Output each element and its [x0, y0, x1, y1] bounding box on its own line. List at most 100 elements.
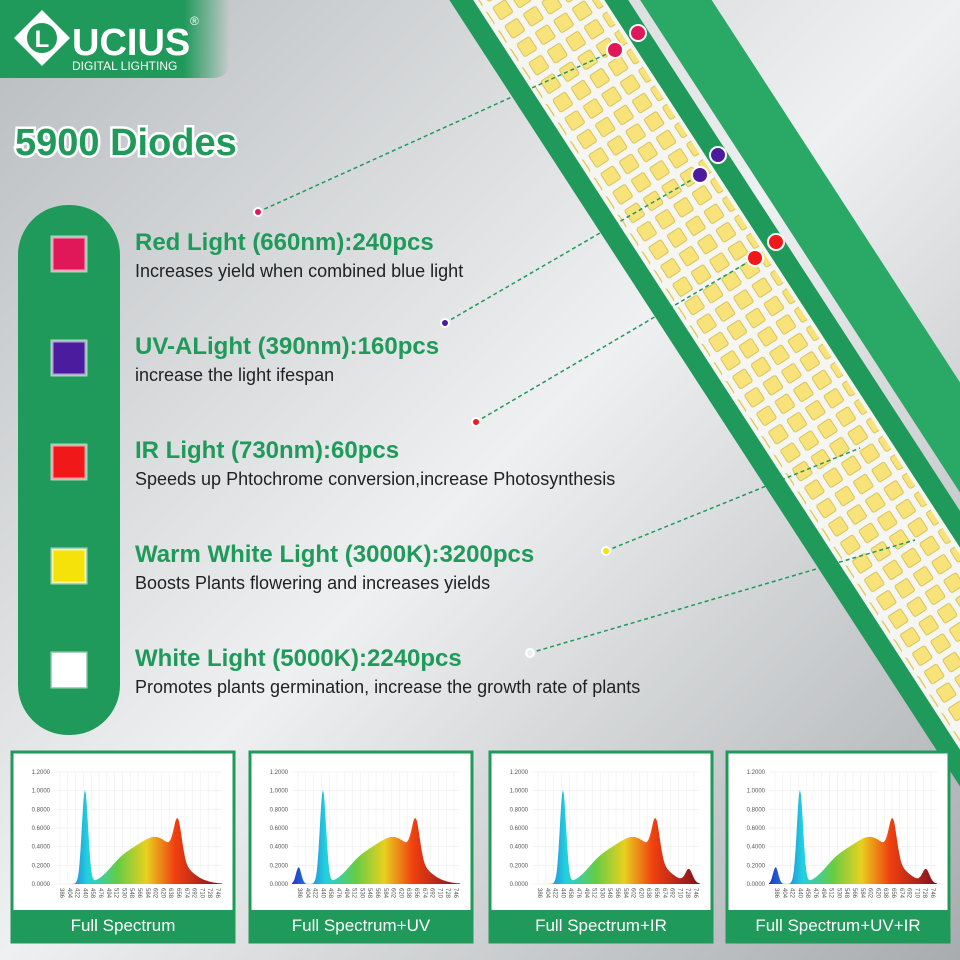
- swatch: [50, 651, 88, 689]
- x-tick-label: 476: [335, 888, 341, 899]
- x-tick-label: 440: [559, 888, 565, 899]
- y-tick-label: 1.0000: [510, 789, 529, 795]
- x-tick-label: 530: [598, 888, 604, 899]
- x-tick-label: 746: [692, 888, 698, 899]
- y-tick-label: 0.4000: [510, 845, 529, 851]
- logo-registered: ®: [190, 14, 199, 28]
- x-tick-label: 530: [835, 888, 841, 899]
- x-tick-label: 620: [159, 888, 165, 899]
- x-tick-label: 710: [913, 888, 919, 899]
- light-bar: [428, 0, 960, 932]
- x-tick-label: 728: [206, 888, 212, 899]
- feature-heading: White Light (5000K):2240pcs: [135, 645, 462, 672]
- spectrum-curve: [532, 790, 700, 884]
- pointers: [257, 47, 916, 654]
- x-tick-label: 602: [630, 888, 636, 899]
- x-tick-label: 674: [898, 888, 904, 899]
- x-tick-label: 584: [859, 888, 865, 899]
- x-tick-label: 746: [452, 888, 458, 899]
- x-tick-label: 404: [66, 888, 72, 899]
- x-tick-label: 566: [614, 888, 620, 899]
- feature-heading: Warm White Light (3000K):3200pcs: [135, 541, 534, 568]
- panel-label: Full Spectrum: [71, 916, 176, 935]
- x-tick-label: 584: [622, 888, 628, 899]
- x-tick-label: 530: [358, 888, 364, 899]
- y-tick-label: 0.2000: [32, 863, 51, 869]
- x-tick-label: 584: [144, 888, 150, 899]
- x-tick-label: 458: [327, 888, 333, 899]
- x-tick-label: 728: [684, 888, 690, 899]
- y-tick-label: 1.0000: [32, 789, 51, 795]
- y-tick-label: 1.2000: [747, 770, 766, 776]
- x-tick-label: 692: [191, 888, 197, 899]
- logo-tagline: DIGITAL LIGHTING: [72, 59, 177, 73]
- x-tick-label: 566: [136, 888, 142, 899]
- swatch: [50, 235, 88, 273]
- y-tick-label: 0.6000: [510, 826, 529, 832]
- feature-description: increase the light ifespan: [135, 365, 334, 385]
- x-tick-label: 566: [374, 888, 380, 899]
- panel-label-bg: [250, 910, 472, 942]
- x-tick-label: 584: [382, 888, 388, 899]
- x-tick-label: 458: [567, 888, 573, 899]
- x-tick-label: 602: [867, 888, 873, 899]
- y-tick-label: 0.8000: [32, 807, 51, 813]
- y-tick-label: 0.0000: [32, 882, 51, 888]
- bar-leds: [448, 0, 960, 919]
- x-tick-label: 476: [575, 888, 581, 899]
- x-tick-label: 656: [175, 888, 181, 899]
- x-tick-label: 386: [536, 888, 542, 899]
- x-tick-label: 674: [421, 888, 427, 899]
- x-tick-label: 440: [319, 888, 325, 899]
- bar-rail: [562, 0, 960, 845]
- x-tick-label: 710: [676, 888, 682, 899]
- y-tick-label: 0.8000: [747, 807, 766, 813]
- y-tick-label: 0.6000: [270, 826, 289, 832]
- x-tick-label: 422: [789, 888, 795, 899]
- logo-letter: L: [35, 26, 50, 53]
- pointer-dots: [253, 24, 785, 658]
- panel-label: Full Spectrum+UV: [292, 916, 431, 935]
- x-tick-label: 548: [366, 888, 372, 899]
- x-tick-label: 494: [583, 888, 589, 899]
- x-tick-label: 548: [606, 888, 612, 899]
- x-tick-label: 728: [921, 888, 927, 899]
- y-tick-label: 0.2000: [270, 863, 289, 869]
- panel-label-bg: [490, 910, 712, 942]
- x-tick-label: 548: [843, 888, 849, 899]
- x-tick-label: 422: [552, 888, 558, 899]
- x-tick-label: 674: [661, 888, 667, 899]
- x-tick-label: 566: [851, 888, 857, 899]
- logo-name: UCIUS: [72, 22, 190, 64]
- feature-description: Increases yield when combined blue light: [135, 261, 463, 281]
- x-tick-label: 548: [128, 888, 134, 899]
- y-tick-label: 0.0000: [747, 882, 766, 888]
- x-tick-label: 530: [120, 888, 126, 899]
- x-tick-label: 512: [591, 888, 597, 899]
- x-tick-label: 512: [351, 888, 357, 899]
- y-tick-label: 1.2000: [32, 770, 51, 776]
- x-tick-label: 674: [183, 888, 189, 899]
- swatch: [50, 547, 88, 585]
- feature-heading: UV-ALight (390nm):160pcs: [135, 333, 439, 360]
- x-tick-label: 656: [890, 888, 896, 899]
- x-tick-label: 404: [544, 888, 550, 899]
- x-tick-label: 620: [874, 888, 880, 899]
- panel-label: Full Spectrum+IR: [535, 916, 667, 935]
- swatch: [50, 339, 88, 377]
- x-tick-label: 746: [929, 888, 935, 899]
- x-tick-label: 692: [669, 888, 675, 899]
- x-tick-label: 638: [405, 888, 411, 899]
- x-tick-label: 458: [804, 888, 810, 899]
- spectrum-curve: [54, 790, 222, 884]
- feature-list: Red Light (660nm):240pcs Increases yield …: [50, 229, 640, 697]
- x-tick-label: 710: [436, 888, 442, 899]
- x-tick-label: 512: [113, 888, 119, 899]
- x-tick-label: 512: [828, 888, 834, 899]
- y-tick-label: 0.8000: [270, 807, 289, 813]
- x-tick-label: 440: [81, 888, 87, 899]
- feature-description: Promotes plants germination, increase th…: [135, 677, 640, 697]
- feature-description: Boosts Plants flowering and increases yi…: [135, 573, 490, 593]
